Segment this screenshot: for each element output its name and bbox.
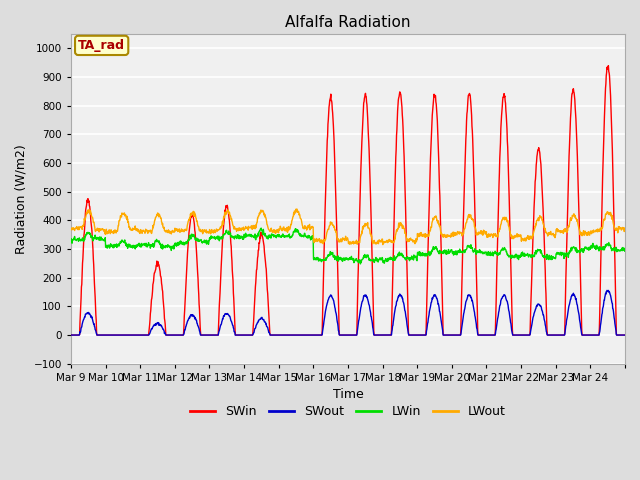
SWout [603,288,611,293]
X-axis label: Time: Time [333,388,364,401]
LWout [323,228,331,234]
SWout [333,319,341,325]
SWin [67,332,75,338]
SWout [67,332,75,338]
SWout [560,332,568,338]
LWout [614,224,622,229]
LWin [479,250,487,256]
LWout [67,226,75,232]
LWout [561,228,568,233]
Legend: SWin, SWout, LWin, LWout: SWin, SWout, LWin, LWout [185,400,511,423]
SWin [479,332,486,338]
SWout [323,302,331,308]
SWout [614,332,622,338]
Title: Alfalfa Radiation: Alfalfa Radiation [285,15,411,30]
LWin [561,250,568,256]
LWout [293,206,301,212]
LWin [356,261,364,267]
LWin [323,254,331,260]
Y-axis label: Radiation (W/m2): Radiation (W/m2) [15,144,28,254]
LWout [621,228,629,233]
SWin [154,264,161,269]
LWout [334,236,342,241]
SWin [333,251,341,257]
LWin [334,257,342,263]
SWout [621,332,629,338]
LWin [614,247,622,252]
SWin [605,63,612,69]
LWout [479,230,487,236]
SWout [154,321,161,326]
SWin [614,332,622,338]
SWin [621,332,629,338]
LWin [257,225,265,231]
SWout [479,332,486,338]
Line: SWout: SWout [71,290,625,335]
Line: SWin: SWin [71,66,625,335]
LWin [67,236,75,242]
LWin [621,248,629,254]
LWout [154,210,161,216]
SWin [323,149,331,155]
SWin [560,332,568,338]
Text: TA_rad: TA_rad [78,39,125,52]
LWin [154,238,161,244]
Line: LWout: LWout [71,209,625,245]
Line: LWin: LWin [71,228,625,264]
LWout [379,242,387,248]
